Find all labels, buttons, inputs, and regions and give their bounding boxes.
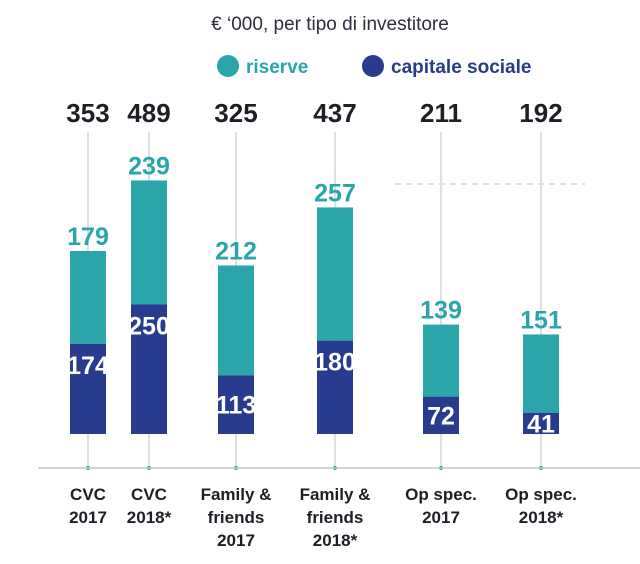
bar-riserve-1: [131, 180, 167, 305]
category-label-line: 2018*: [127, 508, 172, 527]
category-label-2: Family & friends 2017: [201, 485, 272, 550]
category-label-line: Family &: [201, 485, 272, 504]
riserve-value-0: 179: [67, 223, 109, 251]
category-label-line: 2017: [422, 508, 460, 527]
total-label-3: 437: [313, 98, 356, 128]
capitale-sociale-value-5: 41: [527, 410, 555, 438]
total-label-0: 353: [66, 98, 109, 128]
total-label-5: 192: [519, 98, 562, 128]
category-label-line: Op spec.: [505, 485, 577, 504]
bar-riserve-0: [70, 250, 106, 344]
riserve-value-4: 139: [420, 297, 462, 325]
category-label-1: CVC 2018*: [127, 485, 172, 527]
category-label-line: 2018*: [313, 531, 358, 550]
bar-capitale-sociale-3: [317, 340, 353, 434]
legend-marker-1: [362, 55, 384, 77]
capitale-sociale-value-1: 250: [128, 312, 170, 340]
bar-riserve-5: [523, 334, 559, 413]
category-label-line: Family &: [300, 485, 371, 504]
data-labels: 353 179 174 489 239 250 325 212 113 437 257 180 211 1…: [66, 98, 562, 438]
total-label-1: 489: [127, 98, 170, 128]
bar-capitale-sociale-5: [523, 412, 559, 434]
category-label-0: CVC 2017: [69, 485, 107, 527]
riserve-value-5: 151: [520, 306, 562, 334]
bar-capitale-sociale-4: [423, 396, 459, 434]
category-label-4: Op spec. 2017: [405, 485, 477, 527]
legend-marker-0: [217, 55, 239, 77]
bar-riserve-3: [317, 207, 353, 341]
bars: [70, 180, 559, 434]
category-label-line: CVC: [70, 485, 106, 504]
category-label-line: friends: [208, 508, 265, 527]
capitale-sociale-value-4: 72: [427, 402, 455, 430]
bar-capitale-sociale-1: [131, 304, 167, 434]
capitale-sociale-value-0: 174: [67, 352, 109, 380]
category-label-line: 2017: [217, 531, 255, 550]
bar-riserve-4: [423, 324, 459, 397]
riserve-value-2: 212: [215, 237, 257, 265]
category-label-line: 2018*: [519, 508, 564, 527]
capitale-sociale-value-2: 113: [216, 392, 256, 420]
category-label-line: Op spec.: [405, 485, 477, 504]
chart-title: € ‘000, per tipo di investitore: [211, 14, 449, 35]
category-label-5: Op spec. 2018*: [505, 485, 577, 527]
bar-capitale-sociale-0: [70, 343, 106, 434]
capitale-sociale-value-3: 180: [314, 349, 356, 377]
total-label-2: 325: [214, 98, 257, 128]
riserve-value-3: 257: [314, 179, 356, 207]
category-label-3: Family & friends 2018*: [300, 485, 371, 550]
bar-riserve-2: [218, 265, 254, 376]
category-label-line: 2017: [69, 508, 107, 527]
category-label-line: friends: [307, 508, 364, 527]
total-label-4: 211: [420, 98, 462, 128]
bar-capitale-sociale-2: [218, 375, 254, 434]
category-label-line: CVC: [131, 485, 167, 504]
riserve-value-1: 239: [128, 152, 170, 180]
legend: riserve capitale sociale: [217, 55, 531, 78]
legend-label-1: capitale sociale: [391, 57, 531, 78]
legend-label-0: riserve: [246, 57, 308, 78]
